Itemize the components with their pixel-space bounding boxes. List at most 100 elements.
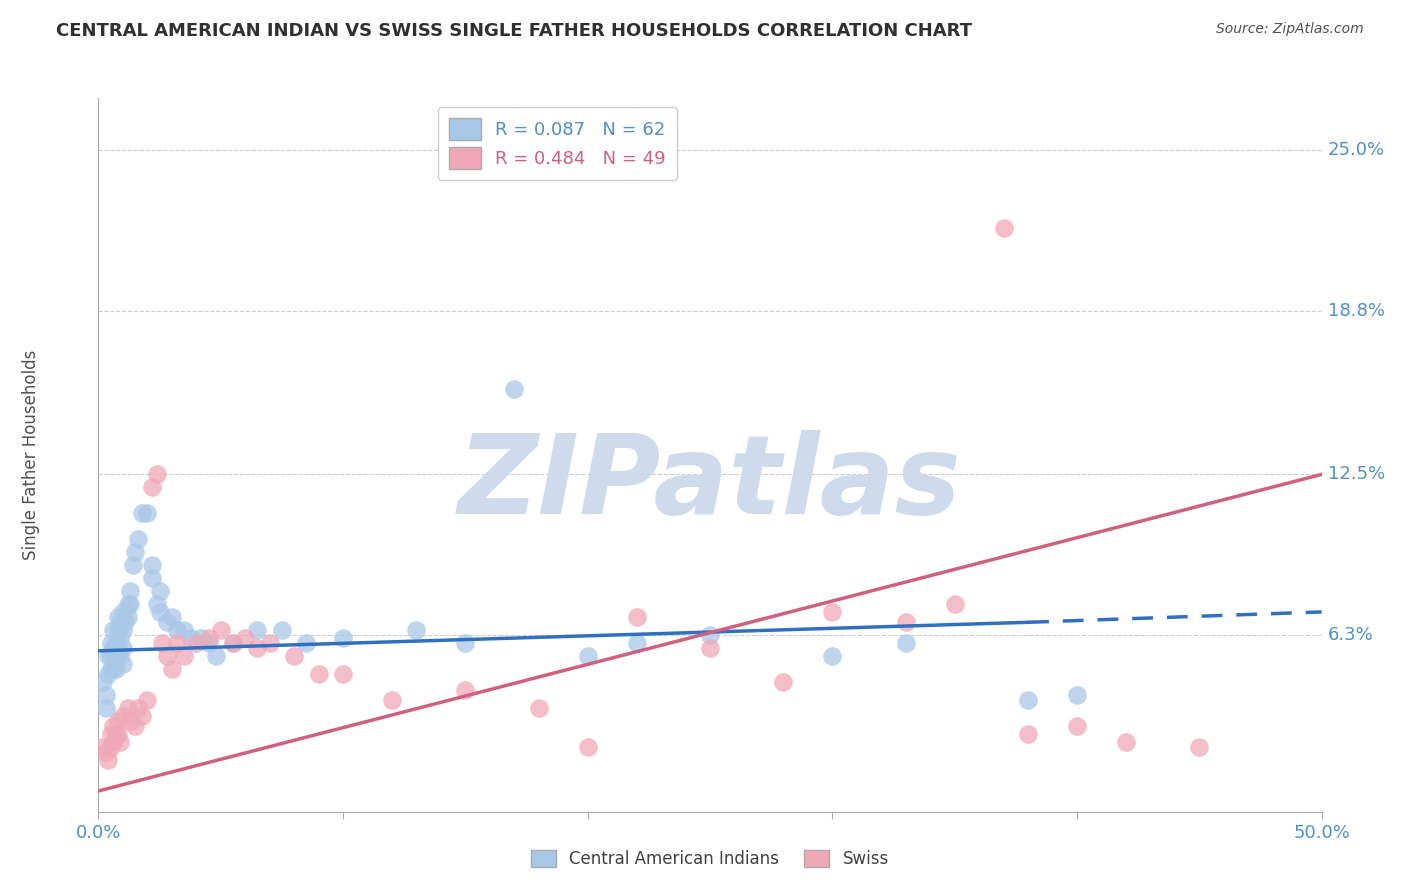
Point: [160, 610, 183, 624]
Point: [1066, 688, 1088, 702]
Point: [107, 641, 129, 656]
Point: [186, 636, 208, 650]
Point: [454, 636, 477, 650]
Point: [894, 636, 917, 650]
Point: [150, 636, 173, 650]
Point: [136, 693, 159, 707]
Point: [699, 641, 721, 656]
Point: [1017, 693, 1039, 707]
Text: 12.5%: 12.5%: [1327, 466, 1385, 483]
Point: [156, 648, 179, 663]
Point: [527, 701, 550, 715]
Point: [503, 382, 526, 396]
Point: [141, 571, 163, 585]
Point: [100, 648, 122, 663]
Point: [97, 648, 120, 663]
Point: [246, 623, 269, 637]
Point: [1115, 734, 1137, 748]
Point: [283, 648, 305, 663]
Point: [107, 714, 129, 728]
Point: [120, 714, 142, 728]
Point: [107, 623, 129, 637]
Text: 25.0%: 25.0%: [1327, 141, 1385, 159]
Point: [894, 615, 917, 630]
Point: [110, 648, 132, 663]
Point: [107, 610, 129, 624]
Point: [111, 657, 134, 671]
Point: [120, 597, 142, 611]
Point: [121, 558, 143, 573]
Point: [131, 708, 153, 723]
Point: [117, 701, 139, 715]
Point: [100, 739, 122, 754]
Point: [94, 701, 117, 715]
Point: [111, 605, 134, 619]
Point: [131, 506, 153, 520]
Text: 18.8%: 18.8%: [1327, 301, 1385, 320]
Text: Single Father Households: Single Father Households: [22, 350, 41, 560]
Point: [308, 667, 330, 681]
Point: [246, 641, 269, 656]
Point: [141, 558, 163, 573]
Point: [166, 623, 188, 637]
Point: [821, 605, 844, 619]
Text: ZIPatlas: ZIPatlas: [458, 430, 962, 537]
Point: [993, 220, 1015, 235]
Point: [104, 648, 127, 663]
Point: [626, 636, 648, 650]
Point: [94, 745, 117, 759]
Point: [222, 636, 245, 650]
Point: [100, 727, 122, 741]
Point: [127, 701, 149, 715]
Point: [173, 648, 195, 663]
Point: [205, 648, 228, 663]
Point: [101, 623, 124, 637]
Point: [97, 667, 120, 681]
Text: CENTRAL AMERICAN INDIAN VS SWISS SINGLE FATHER HOUSEHOLDS CORRELATION CHART: CENTRAL AMERICAN INDIAN VS SWISS SINGLE …: [56, 22, 972, 40]
Point: [197, 636, 219, 650]
Point: [190, 631, 212, 645]
Point: [101, 734, 124, 748]
Point: [101, 641, 124, 656]
Point: [1017, 727, 1039, 741]
Point: [160, 662, 183, 676]
Point: [91, 739, 114, 754]
Point: [405, 623, 427, 637]
Point: [104, 727, 127, 741]
Point: [91, 675, 114, 690]
Point: [173, 623, 195, 637]
Point: [332, 631, 354, 645]
Point: [1066, 719, 1088, 733]
Point: [100, 636, 122, 650]
Point: [699, 628, 721, 642]
Point: [136, 506, 159, 520]
Point: [120, 584, 142, 599]
Point: [197, 631, 219, 645]
Point: [259, 636, 281, 650]
Point: [626, 610, 648, 624]
Point: [454, 682, 477, 697]
Point: [110, 631, 132, 645]
Point: [233, 631, 256, 645]
Point: [110, 734, 132, 748]
Point: [146, 597, 169, 611]
Point: [110, 615, 132, 630]
Point: [576, 739, 599, 754]
Point: [381, 693, 404, 707]
Point: [107, 727, 129, 741]
Point: [1188, 739, 1211, 754]
Point: [117, 597, 139, 611]
Point: [295, 636, 318, 650]
Point: [101, 719, 124, 733]
Point: [180, 631, 202, 645]
Point: [146, 467, 169, 482]
Point: [104, 636, 127, 650]
Point: [100, 662, 122, 676]
Point: [101, 662, 124, 676]
Point: [943, 597, 966, 611]
Text: Source: ZipAtlas.com: Source: ZipAtlas.com: [1216, 22, 1364, 37]
Point: [209, 623, 232, 637]
Point: [156, 615, 179, 630]
Point: [94, 688, 117, 702]
Point: [772, 675, 794, 690]
